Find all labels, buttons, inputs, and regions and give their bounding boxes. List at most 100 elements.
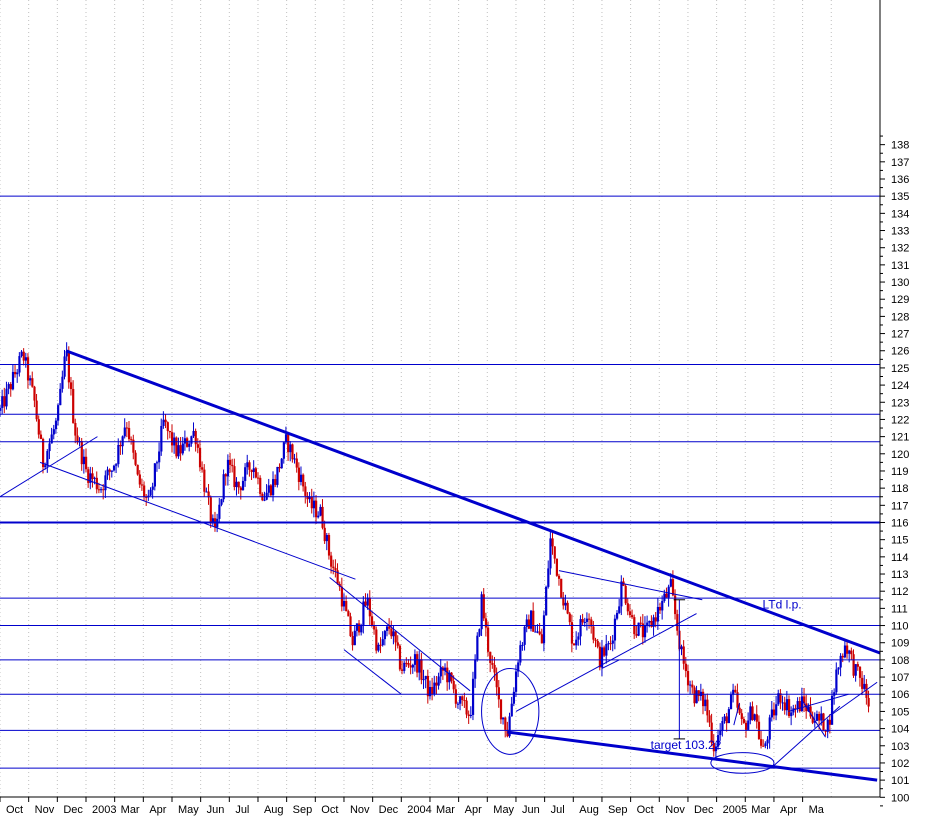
candle-body	[674, 595, 677, 615]
candle-body	[540, 634, 543, 644]
candle-body	[351, 636, 354, 646]
candle-body	[164, 419, 167, 423]
candle-body	[33, 386, 36, 401]
candle-body	[41, 438, 45, 468]
candle-body	[226, 459, 230, 477]
candle-body	[5, 388, 8, 407]
candle-body	[581, 619, 584, 623]
candle-body	[3, 396, 6, 407]
y-tick-label: 101	[891, 775, 909, 787]
candle-body	[254, 468, 258, 478]
candle-body	[618, 606, 621, 613]
candle-body	[263, 499, 266, 501]
candle-body	[119, 444, 122, 447]
candle-body	[192, 430, 195, 437]
candle-body	[235, 481, 238, 488]
candle-body	[256, 477, 260, 479]
candle-body	[439, 667, 442, 677]
candle-body	[91, 473, 94, 479]
candle-body	[433, 682, 436, 695]
candle-body	[87, 469, 90, 483]
y-tick-label: 134	[891, 208, 909, 220]
candle-body	[20, 351, 23, 357]
candle-body	[861, 677, 864, 689]
x-tick-label: 2004	[407, 804, 431, 816]
candle-body	[661, 600, 664, 611]
y-tick-label: 106	[891, 689, 909, 701]
axes: 100 101 102 103 104 105 106 107 108 109 110 111 112 1…	[0, 0, 909, 816]
candle-body	[132, 439, 135, 453]
candle-body	[639, 622, 642, 624]
x-tick-label: Jul	[551, 804, 565, 816]
annotation-text: LTd l.p.	[762, 597, 801, 611]
candle-body	[820, 713, 823, 721]
candle-body	[1, 396, 4, 408]
candle-body	[22, 351, 25, 361]
y-tick-label: 114	[891, 552, 909, 564]
candle-body	[484, 618, 488, 628]
candle-body	[80, 441, 83, 465]
candle-body	[209, 497, 212, 522]
candle-body	[704, 699, 707, 707]
candle-body	[222, 474, 225, 500]
candle-body	[620, 581, 623, 607]
candle-body	[355, 623, 359, 631]
candle-body	[426, 675, 430, 697]
x-tick-label: Nov	[350, 804, 370, 816]
candle-body	[239, 487, 242, 491]
x-tick-label: Apr	[149, 804, 166, 816]
candle-body	[772, 709, 776, 716]
candle-body	[84, 456, 88, 470]
candle-body	[196, 444, 199, 448]
candle-body	[63, 356, 66, 377]
candle-body	[61, 376, 64, 389]
candle-body	[299, 474, 303, 482]
candle-body	[302, 474, 305, 487]
candle-body	[598, 646, 602, 668]
candle-body	[276, 466, 279, 485]
candle-body	[272, 479, 275, 496]
candle-body	[701, 691, 705, 707]
candle-body	[693, 687, 696, 704]
candle-body	[785, 699, 789, 711]
candle-body	[740, 713, 743, 719]
trendline	[733, 702, 741, 726]
candle-body	[188, 443, 191, 447]
candle-body	[284, 434, 288, 443]
candle-body	[69, 382, 73, 389]
candle-body	[398, 645, 402, 670]
y-tick-label: 127	[891, 329, 909, 341]
candle-body	[127, 427, 131, 440]
candle-body	[388, 626, 391, 629]
candle-body	[330, 555, 333, 567]
candle-body	[278, 466, 281, 469]
candle-body	[349, 616, 352, 637]
candle-body	[246, 462, 249, 468]
candle-body	[252, 468, 255, 473]
candle-body	[635, 634, 638, 636]
candle-body	[140, 484, 144, 486]
candle-body	[392, 631, 395, 637]
candle-body	[553, 546, 556, 559]
candle-body	[385, 626, 389, 631]
candle-body	[749, 706, 752, 721]
candle-body	[822, 713, 825, 731]
candle-body	[826, 719, 829, 732]
candle-body	[102, 489, 105, 491]
candle-body	[74, 422, 77, 436]
candle-body	[112, 465, 116, 471]
candle-body	[31, 378, 34, 387]
y-tick-label: 138	[891, 140, 909, 152]
candle-body	[755, 714, 758, 722]
candle-body	[762, 745, 765, 747]
candle-body	[592, 626, 595, 640]
candle-body	[835, 669, 838, 693]
x-tick-label: Oct	[321, 804, 338, 816]
x-tick-label: Nov	[665, 804, 685, 816]
candle-body	[566, 602, 569, 614]
candle-body	[798, 701, 801, 712]
candle-body	[428, 687, 432, 697]
candle-body	[609, 643, 612, 645]
candle-body	[469, 714, 473, 717]
candle-body	[517, 662, 520, 672]
